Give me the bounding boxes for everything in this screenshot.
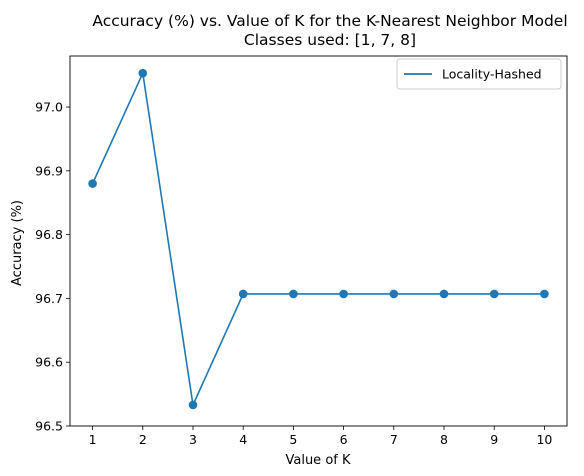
x-tick-label: 2	[139, 432, 147, 447]
data-point	[540, 289, 549, 299]
y-tick-label: 96.8	[35, 227, 63, 242]
legend-entry-locality-hashed: Locality-Hashed	[442, 67, 542, 82]
series-line-locality-hashed	[91, 70, 545, 408]
x-tick-label: 6	[340, 432, 348, 447]
data-point	[138, 68, 148, 78]
y-tick-label: 96.9	[35, 163, 63, 178]
legend-box	[396, 58, 562, 90]
x-tick-label: 3	[189, 432, 197, 447]
data-point	[389, 289, 399, 299]
chart-title: Accuracy (%) vs. Value of K for the K-Ne…	[92, 12, 567, 30]
x-tick-label: 1	[89, 432, 97, 447]
legend: Locality-Hashed	[396, 58, 562, 90]
data-point	[188, 400, 198, 410]
data-point	[238, 289, 248, 299]
chart-subtitle: Classes used: [1, 7, 8]	[244, 31, 416, 49]
x-tick-label: 5	[289, 432, 297, 447]
data-point	[289, 289, 298, 299]
axes-frame	[69, 55, 568, 427]
data-point	[489, 289, 499, 299]
x-tick-label: 8	[440, 432, 448, 447]
plot-area: 1 2 3 4 5 6 7 8 9 10 96.5 96.6 96.7 96.8 96.9 97.0	[35, 55, 568, 447]
y-tick-label: 97.0	[35, 100, 63, 115]
y-tick-label: 96.6	[35, 355, 63, 370]
x-tick-label: 4	[239, 432, 247, 447]
data-point	[339, 289, 348, 299]
x-tick-label: 10	[536, 432, 552, 447]
y-tick-label: 96.5	[35, 419, 63, 434]
x-tick-label: 7	[390, 432, 398, 447]
y-tick-label: 96.7	[35, 291, 63, 306]
y-axis-label: Accuracy (%)	[10, 200, 25, 286]
x-axis-label: Value of K	[285, 453, 350, 468]
data-point	[88, 179, 97, 188]
data-point	[439, 289, 449, 299]
x-tick-label: 9	[490, 432, 498, 447]
